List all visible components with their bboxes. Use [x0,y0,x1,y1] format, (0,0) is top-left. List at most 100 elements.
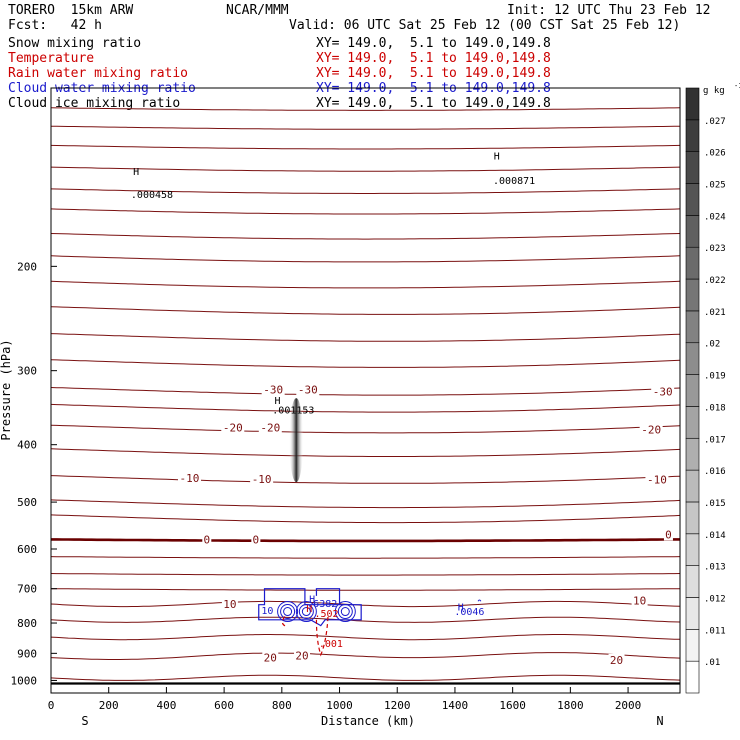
extremum-label: 10 [261,606,273,617]
ice-plume-shade [289,398,304,483]
cloud-water-ring [277,601,299,623]
cloud-features [258,588,482,657]
colorbar-label: .011 [704,626,726,636]
y-tick-label: 600 [17,543,37,556]
isotherm-line [50,208,681,215]
colorbar-cell [685,87,700,121]
colorbar-unit-exponent: -1 [734,82,740,90]
label-bg [631,594,648,607]
temperature-label: 20 [295,650,308,663]
x-axis-title: Distance (km) [321,714,415,728]
colorbar-label: .026 [704,149,726,159]
colorbar-cell [685,310,700,344]
isotherm-line [50,387,681,396]
isotherm-line [50,255,681,263]
extremum-label: H [494,152,500,163]
extremum-label: .000871 [493,176,535,187]
colorbar-cell [685,501,700,535]
colorbar-label: .027 [704,117,726,127]
x-tick-label: 1200 [384,699,411,712]
label-bg [251,533,261,546]
legend-snow-xy: XY= 149.0, 5.1 to 149.0,149.8 [316,36,551,51]
colorbar-cell [685,629,700,662]
colorbar-cell [685,437,700,471]
isotherm-line [50,280,681,289]
x-tick-label: 1600 [499,699,526,712]
init-time: Init: 12 UTC Thu 23 Feb 12 [507,3,711,18]
extremum-label: .001153 [272,406,314,417]
legend-cloud-ice: Cloud ice mixing ratio [8,96,181,111]
ice-shading [289,398,304,483]
temperature-label: -20 [223,421,243,434]
colorbar-cell [685,374,700,407]
x-tick-label: 600 [214,699,234,712]
colorbar-label: .025 [704,181,726,191]
cloud-water-ring [301,607,311,617]
isotherm-line [51,588,680,591]
label-bg [296,383,320,396]
isotherm-line [50,233,681,240]
extremum-label: H [309,594,315,605]
isotherm-line [50,634,681,641]
cloud-water-ring [334,601,356,623]
y-tick-label: 300 [17,365,37,378]
axis-end-left: S [81,714,88,728]
isotherm-line [50,188,681,194]
colorbar-label: .012 [704,594,726,604]
colorbar-label: .021 [704,308,726,318]
colorbar-label: .016 [704,467,726,477]
colorbar-cell [685,119,700,152]
isotherm-line [50,674,681,681]
temperature-label: 0 [203,533,210,546]
colorbar-label: .013 [704,563,726,573]
legend-cloud-ice-xy: XY= 149.0, 5.1 to 149.0,149.8 [316,96,551,111]
temperature-label: 20 [264,652,277,665]
temperature-label: -20 [260,421,280,434]
extremum-label: .502 [315,609,339,620]
valid-time: Valid: 06 UTC Sat 25 Feb 12 (00 CST Sat … [289,18,681,33]
label-bg [202,533,212,546]
plot-frame [50,87,681,694]
isotherm-line [50,306,681,315]
temperature-label: -30 [298,384,318,397]
isotherm-line [50,514,681,524]
temperature-label: -30 [263,384,283,397]
label-bg [639,423,663,436]
colorbar-label: .024 [704,212,726,222]
y-tick-label: 400 [17,439,37,452]
isotherm-line [50,448,681,457]
y-tick-label: 800 [17,617,37,630]
colorbar-unit: g kg [703,86,725,96]
colorbar-cell [685,469,700,503]
y-tick-label: 700 [17,583,37,596]
isotherm-line [50,403,681,413]
label-bg [258,421,282,434]
axes: 0 200 400 600 800 1000 1200 1400 1600 1800 2000200… [11,260,642,712]
cloud-water-ring [280,604,296,620]
y-tick-label: 200 [17,260,37,273]
temperature-label: 20 [610,654,623,667]
cloud-water-ring [340,607,350,617]
extremum-label: .001 [319,639,343,650]
isotherm-line [50,573,681,576]
isotherm-line [50,600,681,608]
extremum-label: H [274,396,280,407]
colorbar: .01 .011 .012 .013 .014 .015 .016 .017 .018 .019.… [685,82,740,694]
temperature-label: 0 [253,533,260,546]
y-tick-label: 500 [17,496,37,509]
org-label: NCAR/MMM [226,3,289,18]
colorbar-cell [685,215,700,248]
rain-contour [315,616,329,657]
x-tick-label: 400 [156,699,176,712]
cloud-water-contour [477,599,482,602]
colorbar-cell [685,183,700,216]
legend-temperature-xy: XY= 149.0, 5.1 to 149.0,149.8 [316,51,551,66]
label-bg [221,598,238,611]
legend-temperature: Temperature [8,51,95,66]
label-bg [651,385,675,398]
colorbar-cell [685,278,700,312]
x-tick-label: 2000 [615,699,642,712]
label-bg [261,383,285,396]
isotherm-line [50,556,681,559]
x-tick-label: 800 [272,699,292,712]
